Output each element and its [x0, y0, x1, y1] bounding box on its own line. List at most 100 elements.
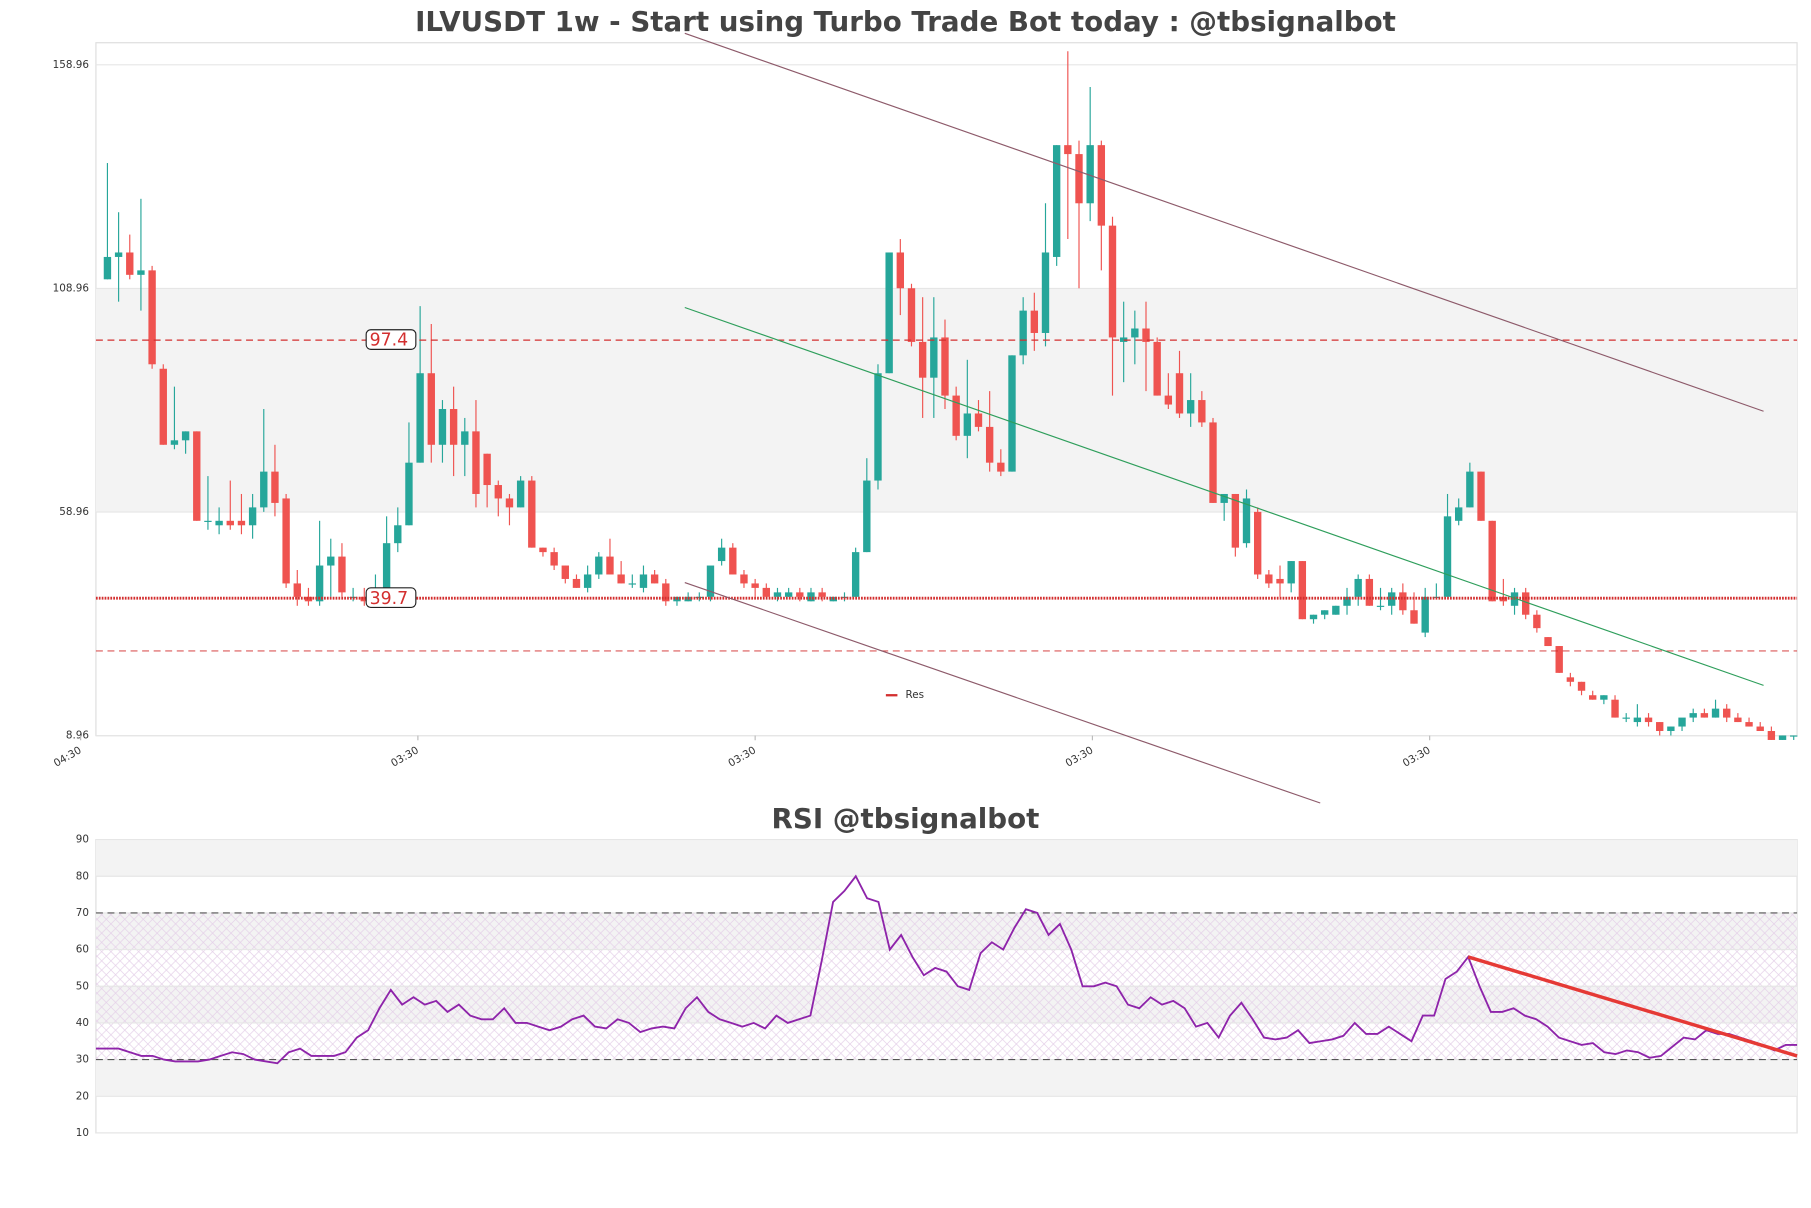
candle-body: [1633, 717, 1642, 723]
candle-body: [416, 373, 424, 463]
candle-body: [248, 507, 257, 526]
candle-body: [784, 592, 793, 597]
candle-body: [550, 552, 558, 566]
candle-body: [1745, 722, 1753, 727]
candle-body: [918, 341, 927, 378]
candle-body: [650, 574, 659, 584]
candle-body: [1421, 596, 1429, 633]
y-tick-label: 30: [76, 1054, 89, 1066]
candle-body: [1064, 145, 1072, 155]
candle-body: [1153, 341, 1161, 396]
candle-body: [360, 596, 368, 602]
candle-body: [762, 587, 770, 597]
candle-body: [159, 368, 167, 445]
candle-body: [1488, 520, 1496, 602]
legend-label: Res: [906, 689, 925, 701]
candle-body: [662, 583, 670, 602]
candle-body: [215, 520, 223, 526]
candle-body: [896, 252, 905, 289]
candle-body: [1466, 471, 1474, 508]
candle-body: [1119, 337, 1128, 342]
candle-body: [997, 462, 1005, 472]
candle-body: [293, 583, 301, 597]
y-tick-label: 90: [76, 834, 89, 846]
candle-body: [595, 556, 603, 575]
candle-body: [516, 480, 525, 508]
candle-body: [1242, 498, 1251, 544]
y-tick-label: 60: [76, 944, 89, 956]
candle-body: [237, 520, 246, 526]
candle-body: [1376, 605, 1385, 607]
candle-body: [483, 453, 491, 486]
x-tick-label: 03:30: [1401, 744, 1433, 769]
candle-body: [1265, 574, 1273, 584]
candle-body: [1399, 592, 1407, 611]
candle-body: [606, 556, 614, 575]
candle-body: [226, 520, 234, 526]
candle-body: [1544, 637, 1552, 647]
candle-body: [1477, 471, 1485, 521]
candle-body: [1164, 395, 1173, 405]
candle-body: [874, 373, 882, 481]
candle-body: [617, 574, 625, 584]
candle-body: [1075, 154, 1083, 204]
candle-body: [1577, 681, 1586, 691]
candle-body: [1767, 731, 1776, 740]
candle-body: [1142, 328, 1150, 342]
candle-body: [1443, 516, 1452, 597]
candle-body: [818, 592, 826, 597]
candle-body: [639, 574, 648, 588]
candle-body: [1231, 493, 1240, 548]
x-tick-label: 04:30: [52, 744, 84, 769]
candle-body: [1108, 225, 1117, 338]
candle-body: [528, 480, 536, 548]
candle-body: [1723, 708, 1731, 718]
candle-body: [1667, 726, 1675, 732]
candle-body: [1533, 614, 1541, 629]
candle-body: [1052, 145, 1061, 257]
candle-body: [1008, 355, 1016, 472]
candle-body: [505, 498, 514, 508]
candle-body: [472, 431, 480, 494]
candle-body: [539, 547, 547, 553]
candle-body: [1689, 713, 1697, 718]
candle-body: [907, 288, 916, 342]
candle-body: [494, 485, 502, 499]
candle-body: [1030, 310, 1039, 333]
candle-body: [1253, 511, 1262, 575]
candle-body: [851, 552, 860, 597]
y-tick-label: 58.96: [59, 506, 89, 518]
candle-body: [449, 409, 458, 445]
candle-body: [1365, 578, 1374, 606]
candle-body: [1644, 717, 1653, 723]
candle-body: [327, 556, 335, 566]
candle-body: [1175, 373, 1184, 414]
candle-body: [1656, 722, 1664, 732]
candle-body: [148, 270, 156, 365]
candle-body: [963, 413, 972, 436]
candle-body: [193, 431, 201, 521]
y-tick-label: 40: [76, 1017, 89, 1029]
rsi-title: RSI @tbsignalbot: [772, 802, 1040, 835]
candle-body: [572, 578, 581, 588]
rsi-trend-line: [1467, 955, 1798, 1058]
zone: [95, 288, 1798, 513]
candle-body: [729, 547, 737, 575]
candle-body: [930, 337, 938, 378]
candle-body: [1186, 400, 1195, 414]
trend-line: [684, 581, 1321, 804]
candle-body: [1611, 699, 1619, 718]
y-tick-label: 158.96: [53, 59, 89, 71]
y-tick-label: 50: [76, 980, 89, 992]
candle-body: [181, 431, 190, 441]
candle-body: [1790, 735, 1798, 737]
candle-body: [1388, 592, 1396, 606]
candle-body: [740, 574, 748, 584]
candle-body: [773, 592, 782, 597]
candle-body: [1209, 422, 1217, 503]
y-tick-label: 70: [76, 907, 89, 919]
candle-body: [1756, 726, 1764, 732]
candle-body: [1555, 646, 1563, 673]
y-tick-label: 8.96: [66, 730, 89, 742]
